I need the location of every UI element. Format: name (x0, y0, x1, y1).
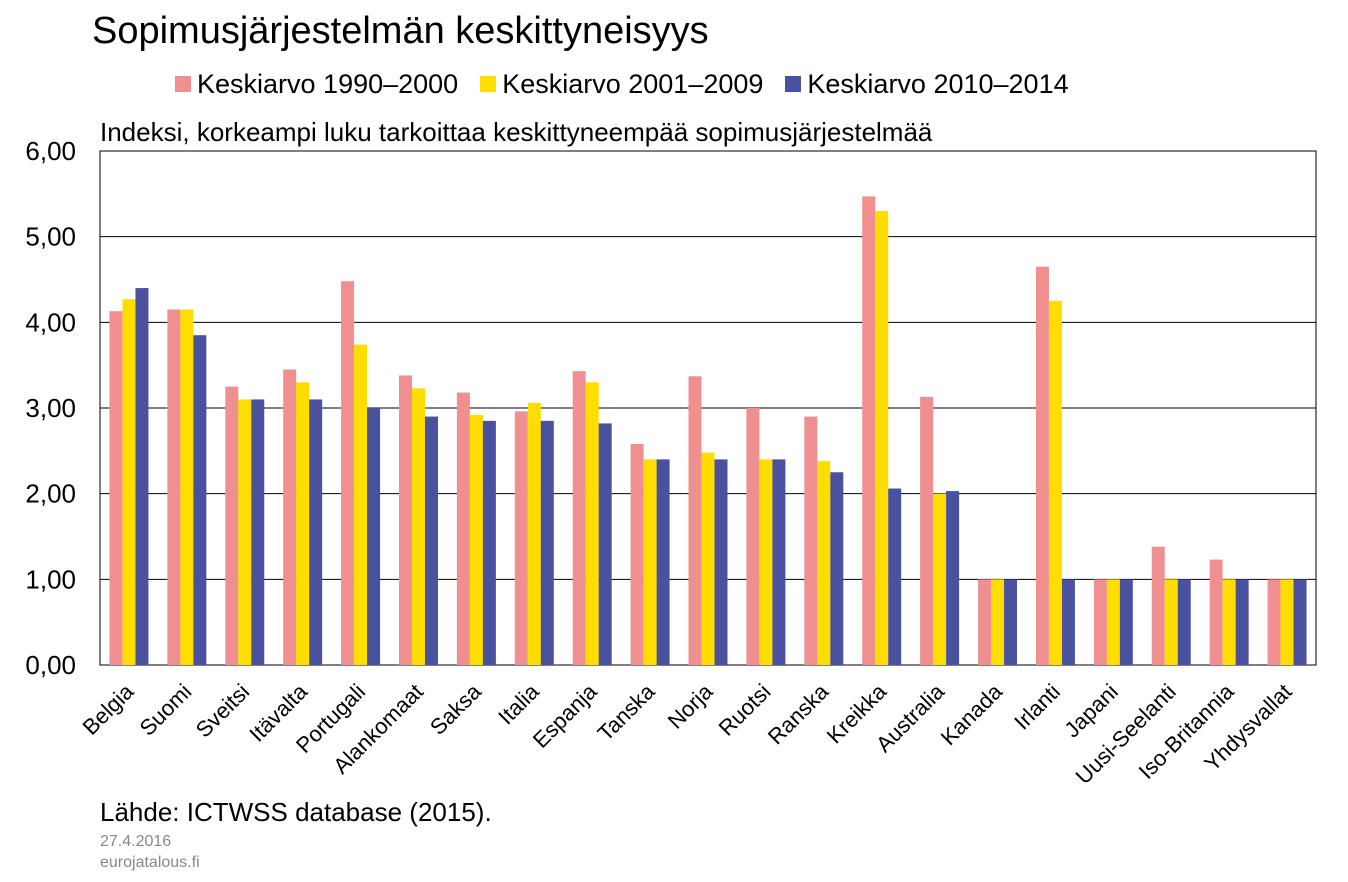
bar (1164, 579, 1178, 665)
bar (354, 344, 368, 665)
bar (1222, 579, 1236, 665)
bar (1035, 266, 1049, 665)
bar (1235, 579, 1249, 665)
bar (772, 459, 786, 665)
x-tick-label: Belgia (78, 678, 139, 739)
bar (991, 579, 1005, 665)
y-tick-label: 2,00 (25, 479, 76, 509)
bar (527, 402, 541, 665)
x-tick-label: Uusi-Seelanti (1071, 679, 1181, 789)
bar (251, 399, 265, 665)
bar (456, 392, 470, 665)
chart-title: Sopimusjärjestelmän keskittyneisyys (92, 10, 709, 52)
site-name: eurojatalous.fi (100, 854, 200, 871)
bar (1106, 579, 1120, 665)
x-tick-label: Saksa (425, 678, 486, 739)
x-tick-label: Kanada (936, 678, 1008, 750)
y-tick-label: 4,00 (25, 307, 76, 337)
bar (830, 472, 844, 665)
bar (514, 411, 528, 665)
bar (1093, 579, 1107, 665)
chart-subtitle: Indeksi, korkeampi luku tarkoittaa keski… (100, 117, 933, 147)
bar (759, 459, 773, 665)
bar (875, 210, 889, 665)
bar (1004, 579, 1018, 665)
x-tick-label: Sveitsi (191, 679, 254, 742)
bar (1280, 579, 1294, 665)
publish-date: 27.4.2016 (100, 833, 172, 850)
legend-item-2: Keskiarvo 2001–2009 (480, 69, 763, 100)
bar (688, 376, 702, 665)
bar (1209, 559, 1223, 665)
source-note: Lähde: ICTWSS database (2015). (100, 797, 492, 827)
bar (482, 420, 496, 665)
bar (656, 459, 670, 665)
legend-label-1: Keskiarvo 1990–2000 (197, 68, 459, 99)
bar (225, 386, 239, 665)
legend-swatch-3 (785, 76, 802, 92)
legend-item-1: Keskiarvo 1990–2000 (175, 69, 458, 100)
y-tick-label: 6,00 (25, 136, 76, 166)
bar (946, 491, 960, 665)
bar (367, 408, 381, 665)
bar (585, 382, 599, 665)
y-tick-label: 5,00 (25, 222, 76, 252)
bar (746, 408, 760, 665)
legend-swatch-1 (175, 76, 191, 92)
bar (309, 399, 323, 665)
legend-item-3: Keskiarvo 2010–2014 (785, 68, 1069, 100)
bar (701, 452, 715, 665)
bar (1048, 300, 1062, 665)
y-tick-label: 0,00 (25, 650, 76, 680)
bar (1119, 579, 1133, 665)
legend-label-3: Keskiarvo 2010–2014 (807, 68, 1069, 99)
bar (1151, 546, 1165, 665)
bar (572, 371, 586, 665)
bar (193, 335, 207, 665)
bar (933, 493, 947, 665)
bar (411, 388, 425, 665)
bar (180, 309, 194, 665)
x-tick-label: Tanska (593, 678, 661, 746)
legend: Keskiarvo 1990–2000 Keskiarvo 2001–2009 … (175, 66, 1091, 102)
x-tick-label: Irlanti (1009, 679, 1065, 735)
bar (296, 382, 310, 665)
bar (1061, 579, 1075, 665)
bar (167, 309, 181, 665)
bar (643, 459, 657, 665)
x-tick-label: Norja (663, 678, 718, 733)
bar (398, 375, 412, 665)
x-tick-label: Suomi (135, 679, 197, 741)
bar (630, 443, 644, 665)
bar (109, 311, 123, 665)
y-tick-label: 1,00 (25, 564, 76, 594)
bar (122, 299, 136, 665)
bar (804, 416, 818, 665)
legend-swatch-2 (480, 76, 497, 92)
bar (424, 416, 438, 665)
bar (1177, 579, 1191, 665)
bar (135, 288, 149, 665)
bar (1267, 579, 1281, 665)
legend-label-2: Keskiarvo 2001–2009 (502, 68, 764, 99)
x-tick-label: Ranska (763, 678, 834, 749)
bar (862, 196, 876, 666)
bar (540, 420, 554, 665)
x-tick-label: Italia (493, 678, 544, 729)
bar (888, 488, 902, 665)
bar (978, 579, 992, 665)
bar (283, 369, 297, 665)
bar (817, 461, 831, 665)
bar (714, 459, 728, 665)
bar (469, 414, 483, 665)
bar (920, 396, 934, 665)
bar (341, 281, 355, 665)
bar (1293, 579, 1307, 665)
bar (238, 399, 252, 665)
x-tick-label: Espanja (528, 678, 602, 752)
y-tick-label: 3,00 (25, 393, 76, 423)
bar (598, 423, 612, 665)
